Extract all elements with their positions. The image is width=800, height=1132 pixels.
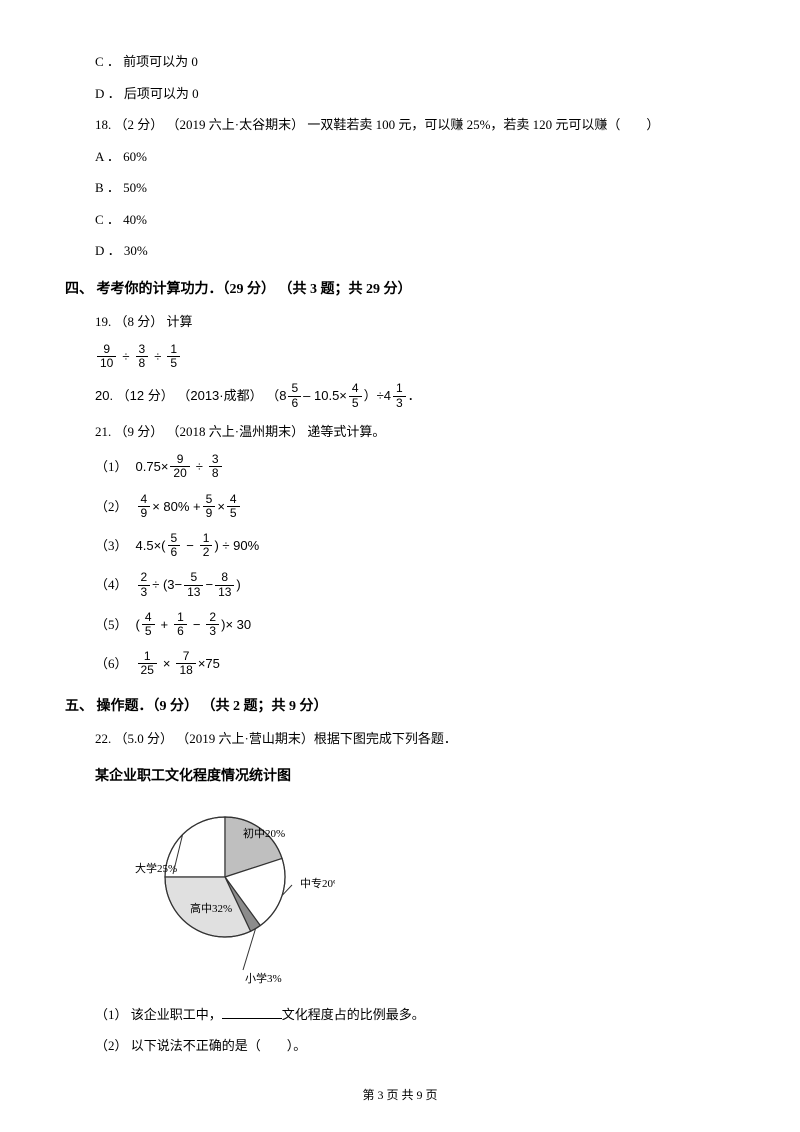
q21-sub2: （2） 49 × 80% + 59 × 45 [95, 493, 735, 520]
blank-field[interactable] [222, 1005, 282, 1019]
chart-title: 某企业职工文化程度情况统计图 [95, 766, 735, 787]
question-20: 20. （12 分） （2013·成都） （8 56 – 10.5× 45 ）÷… [95, 382, 735, 409]
svg-text:大学25%: 大学25% [135, 861, 177, 875]
section-5-header: 五、 操作题．（9 分） （共 2 题；共 9 分） [65, 696, 735, 717]
svg-text:小学3%: 小学3% [245, 971, 282, 985]
q21-sub5: （5） ( 45 + 16 − 23 )× 30 [95, 611, 735, 638]
q18-option-d: D ． 30% [95, 241, 735, 261]
q21-sub4: （4） 23 ÷ (3− 513 − 813 ) [95, 571, 735, 598]
svg-text:初中20%: 初中20% [243, 826, 285, 840]
page-content: C ． 前项可以为 0 D ． 后项可以为 0 18. （2 分） （2019 … [0, 0, 800, 1124]
option-c-prev: C ． 前项可以为 0 [95, 52, 735, 72]
q18-option-b: B ． 50% [95, 178, 735, 198]
q21-sub6: （6） 125 × 718 ×75 [95, 650, 735, 677]
svg-text:中专20%: 中专20% [300, 876, 335, 890]
option-d-prev: D ． 后项可以为 0 [95, 84, 735, 104]
pie-chart: 大学25% 初中20% 中专20% 小学3% 高中32% [125, 797, 735, 993]
question-21: 21. （9 分） （2018 六上·温州期末） 递等式计算。 [95, 422, 735, 442]
q19-equation: 910 ÷ 38 ÷ 15 [95, 343, 735, 370]
question-19: 19. （8 分） 计算 [95, 312, 735, 332]
question-22: 22. （5.0 分） （2019 六上·营山期末）根据下图完成下列各题． [95, 729, 735, 749]
q21-sub3: （3） 4.5×( 56 − 12 ) ÷ 90% [95, 532, 735, 559]
q22-sub1: （1） 该企业职工中，文化程度占的比例最多。 [95, 1005, 735, 1025]
page-footer: 第 3 页 共 9 页 [65, 1086, 735, 1104]
section-4-header: 四、 考考你的计算功力．（29 分） （共 3 题；共 29 分） [65, 279, 735, 300]
q21-sub1: （1） 0.75× 920 ÷ 38 [95, 453, 735, 480]
q18-option-a: A ． 60% [95, 147, 735, 167]
q22-sub2: （2） 以下说法不正确的是（ ）。 [95, 1036, 735, 1056]
q18-option-c: C ． 40% [95, 210, 735, 230]
svg-text:高中32%: 高中32% [190, 901, 232, 915]
pie-svg: 大学25% 初中20% 中专20% 小学3% 高中32% [125, 797, 335, 987]
question-18: 18. （2 分） （2019 六上·太谷期末） 一双鞋若卖 100 元，可以赚… [95, 115, 735, 135]
